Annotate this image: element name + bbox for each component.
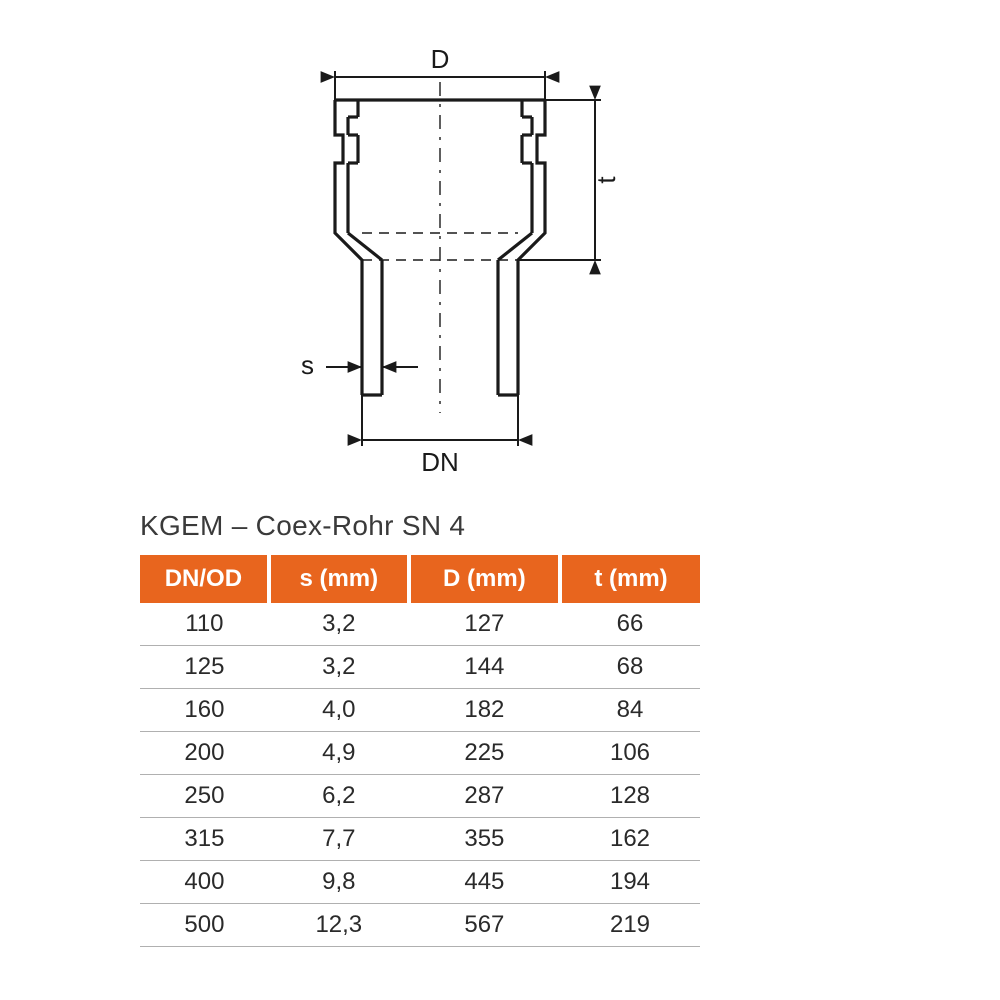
table-row: 1604,018284: [140, 689, 700, 732]
table-cell: 128: [560, 775, 700, 818]
table-cell: 106: [560, 732, 700, 775]
table-row: 4009,8445194: [140, 861, 700, 904]
table-cell: 355: [409, 818, 560, 861]
table-cell: 287: [409, 775, 560, 818]
table-cell: 445: [409, 861, 560, 904]
table-cell: 225: [409, 732, 560, 775]
table-cell: 182: [409, 689, 560, 732]
table-cell: 219: [560, 904, 700, 947]
table-cell: 160: [140, 689, 269, 732]
table-cell: 400: [140, 861, 269, 904]
table-cell: 3,2: [269, 603, 409, 646]
table-cell: 9,8: [269, 861, 409, 904]
pipe-diagram: Dt DN s: [180, 45, 680, 475]
svg-text:D: D: [431, 45, 450, 74]
svg-text:s: s: [301, 350, 314, 380]
table-cell: 3,2: [269, 646, 409, 689]
table-cell: 4,0: [269, 689, 409, 732]
svg-text:t: t: [591, 176, 621, 184]
table-cell: 66: [560, 603, 700, 646]
svg-text:DN: DN: [421, 447, 459, 475]
table-row: 2004,9225106: [140, 732, 700, 775]
spec-table: DN/ODs (mm)D (mm)t (mm) 1103,2127661253,…: [140, 555, 700, 947]
table-row: 1253,214468: [140, 646, 700, 689]
table-cell: 84: [560, 689, 700, 732]
table-cell: 6,2: [269, 775, 409, 818]
table-row: 2506,2287128: [140, 775, 700, 818]
table-cell: 4,9: [269, 732, 409, 775]
col-header: t (mm): [560, 555, 700, 603]
table-title: KGEM – Coex-Rohr SN 4: [140, 510, 465, 542]
col-header: DN/OD: [140, 555, 269, 603]
table-cell: 200: [140, 732, 269, 775]
table-cell: 125: [140, 646, 269, 689]
col-header: s (mm): [269, 555, 409, 603]
table-cell: 194: [560, 861, 700, 904]
table-cell: 110: [140, 603, 269, 646]
table-row: 3157,7355162: [140, 818, 700, 861]
table-cell: 315: [140, 818, 269, 861]
table-cell: 500: [140, 904, 269, 947]
table-cell: 68: [560, 646, 700, 689]
table-row: 50012,3567219: [140, 904, 700, 947]
table-cell: 7,7: [269, 818, 409, 861]
table-cell: 127: [409, 603, 560, 646]
col-header: D (mm): [409, 555, 560, 603]
table-row: 1103,212766: [140, 603, 700, 646]
table-cell: 12,3: [269, 904, 409, 947]
table-cell: 162: [560, 818, 700, 861]
table-cell: 250: [140, 775, 269, 818]
table-cell: 567: [409, 904, 560, 947]
table-cell: 144: [409, 646, 560, 689]
